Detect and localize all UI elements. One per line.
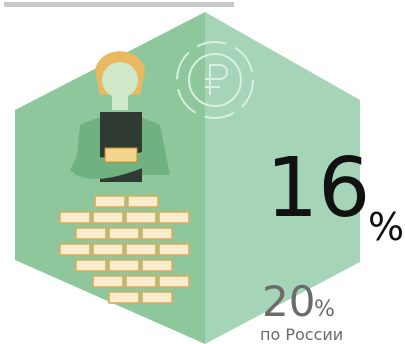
ruble-coin [176, 41, 254, 119]
compare-unit: % [314, 297, 335, 322]
compare-label: по России [260, 325, 343, 344]
main-value: 16 [266, 141, 370, 236]
hexagon-right [205, 12, 360, 344]
caption-blur [4, 2, 234, 7]
compare-value: 20 [262, 277, 315, 326]
woman-illustration [70, 51, 170, 182]
main-unit: % [368, 205, 404, 249]
gold-bars [59, 195, 190, 304]
